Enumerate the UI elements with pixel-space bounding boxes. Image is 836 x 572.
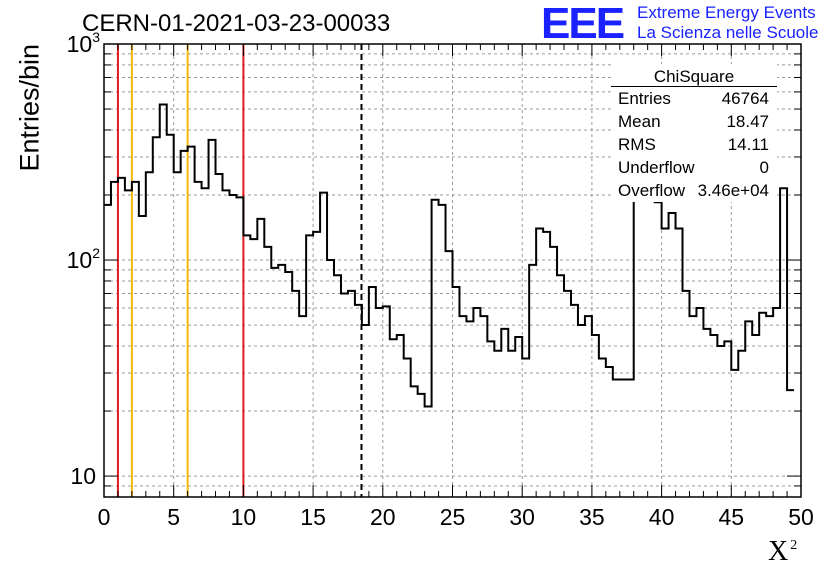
- stats-row-underflow: Underflow 0: [611, 156, 777, 179]
- logo-line-1: Extreme Energy Events: [637, 3, 816, 22]
- x-tick-label: 25: [440, 504, 466, 530]
- x-tick-label: 35: [579, 504, 605, 530]
- stats-label: Underflow: [618, 158, 695, 177]
- stats-label: RMS: [618, 135, 656, 154]
- stats-box-name: ChiSquare: [611, 64, 777, 87]
- stats-row-rms: RMS 14.11: [611, 133, 777, 156]
- stats-value: 0: [759, 158, 769, 177]
- eee-logo: EEE: [541, 0, 625, 48]
- x-tick-label: 40: [649, 504, 675, 530]
- stats-row-mean: Mean 18.47: [611, 110, 777, 133]
- y-tick-label: 102: [67, 245, 101, 273]
- y-tick-label: 103: [67, 29, 101, 57]
- x-tick-label: 0: [98, 504, 111, 530]
- y-tick-label: 10: [70, 463, 96, 489]
- logo-line-2: La Scienza nelle Scuole: [637, 23, 819, 42]
- stats-value: 18.47: [726, 112, 769, 131]
- stats-row-entries: Entries 46764: [611, 87, 777, 110]
- x-tick-label: 15: [300, 504, 326, 530]
- stats-box: ChiSquare Entries 46764 Mean 18.47 RMS 14.1…: [611, 64, 777, 202]
- stats-value: 14.11: [727, 135, 769, 154]
- y-axis-label: Entries/bin: [14, 43, 45, 172]
- x-tick-label: 50: [788, 504, 814, 530]
- stats-value: 3.46e+04: [697, 181, 769, 200]
- stats-label: Overflow: [618, 181, 686, 200]
- stats-row-overflow: Overflow 3.46e+04: [611, 179, 777, 202]
- x-tick-label: 45: [719, 504, 745, 530]
- stats-label: Entries: [618, 89, 671, 108]
- x-tick-label: 30: [509, 504, 535, 530]
- x-tick-label: 10: [231, 504, 257, 530]
- stats-value: 46764: [721, 89, 769, 108]
- run-title: CERN-01-2021-03-23-00033: [82, 10, 391, 37]
- x-tick-label: 20: [370, 504, 396, 530]
- histogram-series: [104, 99, 795, 408]
- x-tick-label: 5: [167, 504, 180, 530]
- stats-label: Mean: [618, 112, 661, 131]
